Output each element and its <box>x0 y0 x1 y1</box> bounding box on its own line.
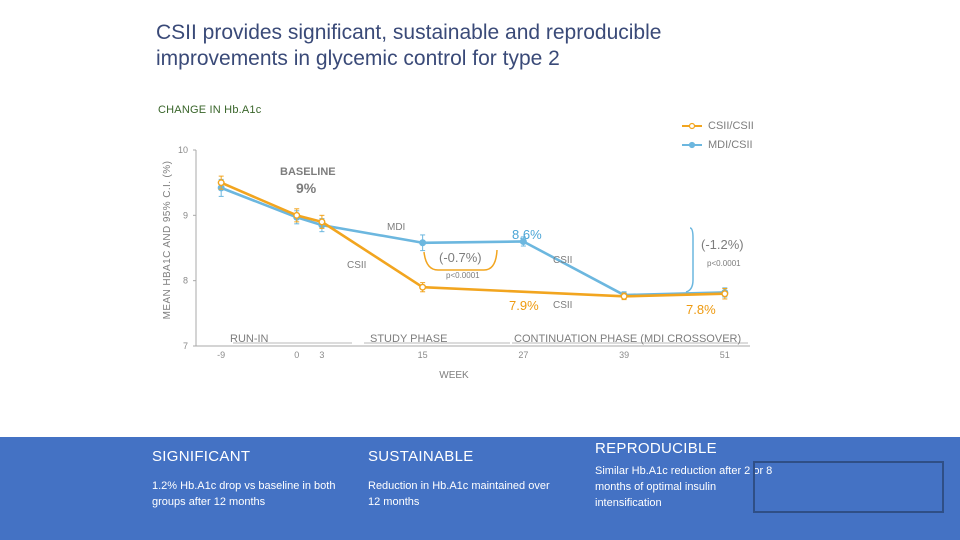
annotation-csii-label-3: CSII <box>553 300 572 311</box>
series-mdi <box>217 178 729 299</box>
sustainable-heading: SUSTAINABLE <box>368 448 474 465</box>
annotation-mdi-label: MDI <box>387 222 405 233</box>
annotation-csii-label-2: CSII <box>553 255 572 266</box>
x-tick-label: 0 <box>294 350 299 360</box>
bracket-continuation-phase <box>685 227 694 293</box>
y-tick-label: 8 <box>183 276 188 286</box>
x-tick-label: 51 <box>720 350 730 360</box>
data-point-csii <box>419 283 427 291</box>
phase-label-study: STUDY PHASE <box>370 333 447 345</box>
significant-heading: SIGNIFICANT <box>152 448 251 465</box>
significant-text: 1.2% Hb.A1c drop vs baseline in both gro… <box>152 480 336 508</box>
annotation-p-2: p<0.0001 <box>707 259 741 268</box>
series-line-csii <box>220 181 725 298</box>
x-tick-label: 15 <box>418 350 428 360</box>
reproducible-text: Similar Hb.A1c reduction after 2 or 8 mo… <box>595 465 773 509</box>
slide-title: CSII provides significant, sustainable a… <box>156 21 662 70</box>
outline-box <box>753 461 944 513</box>
footer-column-reproducible: REPRODUCIBLE Similar Hb.A1c reduction af… <box>595 440 773 511</box>
data-point-csii <box>620 292 628 300</box>
hba1c-line-chart: 7 8 9 10 -9 0 3 15 27 39 51 MEAN HBA1C AND 95% C.… <box>162 120 754 381</box>
x-tick-label: 3 <box>319 350 324 360</box>
chart-legend: CSII/CSII MDI/CSII <box>682 120 754 151</box>
data-point-csii <box>217 179 225 187</box>
y-tick-label: 7 <box>183 341 188 351</box>
annotation-final-value: 7.8% <box>686 302 716 317</box>
y-tick-label: 9 <box>183 210 188 220</box>
footer-column-sustainable: SUSTAINABLE Reduction in Hb.A1c maintain… <box>368 448 553 510</box>
phase-label-continuation: CONTINUATION PHASE (MDI CROSSOVER) <box>514 333 741 345</box>
annotation-csii-end-value: 7.9% <box>509 298 539 313</box>
legend-marker-csii <box>688 122 696 130</box>
chart-caption: CHANGE IN Hb.A1c <box>158 104 262 116</box>
summary-footer <box>0 437 960 540</box>
legend-marker-mdi <box>688 141 696 149</box>
x-tick-label: -9 <box>217 350 225 360</box>
annotation-mdi-end-value: 8.6% <box>512 227 542 242</box>
y-tick-label: 10 <box>178 145 188 155</box>
legend-label-mdi: MDI/CSII <box>708 139 753 151</box>
annotation-csii-label-1: CSII <box>347 260 366 271</box>
y-axis-label: MEAN HBA1C AND 95% C.I. (%) <box>162 161 173 320</box>
data-point-csii <box>721 290 729 298</box>
annotation-delta-1: (-0.7%) <box>439 250 482 265</box>
bracket-study-phase <box>423 249 498 271</box>
annotation-baseline-label: BASELINE <box>280 166 336 178</box>
annotation-p-1: p<0.0001 <box>446 271 480 280</box>
data-point-csii <box>318 218 326 226</box>
x-axis-label: WEEK <box>439 370 469 381</box>
annotation-baseline-value: 9% <box>296 180 317 196</box>
x-tick-label: 39 <box>619 350 629 360</box>
annotation-delta-2: (-1.2%) <box>701 237 744 252</box>
data-point-mdi <box>419 239 427 247</box>
footer-column-significant: SIGNIFICANT 1.2% Hb.A1c drop vs baseline… <box>152 448 337 510</box>
sustainable-text: Reduction in Hb.A1c maintained over 12 m… <box>368 480 550 508</box>
reproducible-heading: REPRODUCIBLE <box>595 440 717 457</box>
data-point-csii <box>293 211 301 219</box>
legend-label-csii: CSII/CSII <box>708 120 754 132</box>
series-csii <box>217 175 729 301</box>
phase-label-runin: RUN-IN <box>230 333 269 345</box>
x-tick-label: 27 <box>518 350 528 360</box>
data-point-mdi <box>519 237 527 245</box>
